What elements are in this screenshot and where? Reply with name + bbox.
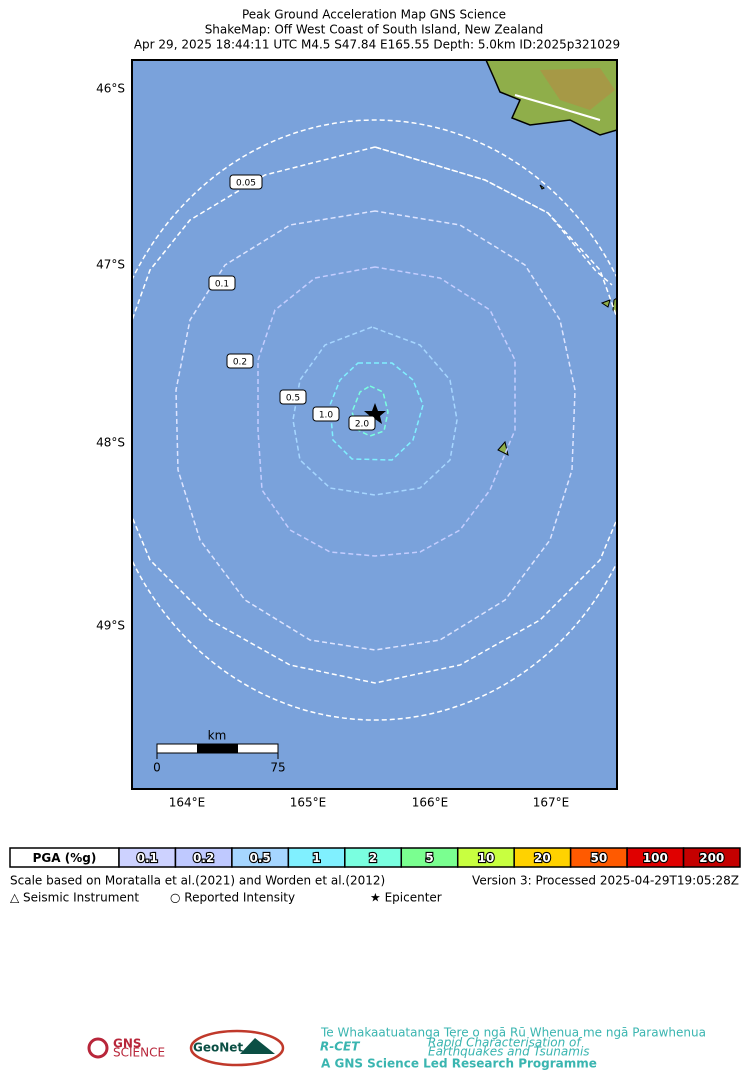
symbol-epicenter: ★ Epicenter	[370, 891, 442, 905]
map-area: 0.05 0.1 0.2 0.5 1.0 2.0 km 0 75	[132, 60, 617, 789]
logo-gns: GNS SCIENCE	[87, 1037, 165, 1060]
legend-label: 50	[591, 851, 608, 865]
legend-label: 100	[643, 851, 668, 865]
logo-text: SCIENCE	[113, 1046, 165, 1060]
contour-label: 0.2	[233, 358, 247, 368]
scale-unit: km	[208, 729, 227, 743]
logo-rcet: Te Whakaatuatanga Tere o ngā Rū Whenua m…	[320, 1026, 706, 1071]
logo-mark	[189, 1029, 285, 1067]
legend-label: 1	[312, 851, 320, 865]
legend-label: 0.1	[137, 851, 158, 865]
lon-label: 167°E	[533, 796, 570, 810]
contour-label: 2.0	[355, 420, 370, 430]
lon-label: 165°E	[290, 796, 327, 810]
contour	[132, 146, 617, 684]
legend-label: 5	[425, 851, 433, 865]
legend-label: 0.5	[250, 851, 271, 865]
contour-label-box	[226, 353, 254, 369]
contour-label-box	[229, 174, 263, 190]
version-note: Version 3: Processed 2025-04-29T19:05:28…	[472, 874, 739, 888]
symbol-instrument: △ Seismic Instrument	[10, 891, 139, 905]
contour-label: 0.5	[286, 394, 300, 404]
contour-label-box	[348, 415, 376, 431]
contour	[292, 326, 458, 496]
contour	[175, 210, 576, 651]
logo-text: GNS	[113, 1037, 142, 1051]
logo-geonet: GeoNet	[189, 1029, 285, 1067]
symbol-intensity: ○ Reported Intensity	[170, 891, 295, 905]
island	[497, 184, 617, 456]
road	[514, 94, 601, 121]
scale-start: 0	[153, 761, 161, 775]
contour-label-box	[312, 406, 340, 422]
logo-text: GeoNet	[193, 1041, 243, 1055]
legend-cell	[682, 847, 741, 868]
scale-end: 75	[270, 761, 285, 775]
logo-mark	[87, 1037, 109, 1059]
legend-label: 20	[534, 851, 551, 865]
logo-text: R-CET	[320, 1040, 360, 1054]
scale-bar-segment	[197, 744, 238, 753]
contour-label-box	[208, 275, 236, 291]
logo-text: A GNS Science Led Research Programme	[321, 1057, 597, 1071]
lon-label: 164°E	[169, 796, 206, 810]
scale-bar: km 0 75	[153, 729, 285, 775]
scale-note: Scale based on Moratalla et al.(2021) an…	[10, 874, 385, 888]
logo-text: Rapid Characterisation of	[428, 1036, 582, 1050]
title-line: ShakeMap: Off West Coast of South Island…	[205, 23, 544, 37]
legend-header: PGA (%g)	[33, 851, 97, 865]
contour	[329, 362, 424, 461]
contour	[257, 266, 516, 557]
lat-label: 47°S	[96, 258, 125, 272]
contour-label: 0.1	[215, 280, 229, 290]
logo-text: Te Whakaatuatanga Tere o ngā Rū Whenua m…	[320, 1026, 706, 1040]
logo-mark	[240, 1038, 275, 1054]
contour-label: 1.0	[319, 411, 334, 421]
lat-label: 48°S	[96, 436, 125, 450]
lat-label: 46°S	[96, 82, 125, 96]
lon-label: 166°E	[412, 796, 449, 810]
contour-label-box	[279, 389, 307, 405]
legend-label: 200	[699, 851, 724, 865]
contour-label: 0.05	[236, 179, 256, 189]
legend-label: 10	[478, 851, 495, 865]
contour	[351, 385, 389, 437]
logo-text: Earthquakes and Tsunamis	[428, 1045, 590, 1059]
title-line: Peak Ground Acceleration Map GNS Science	[242, 8, 506, 22]
land-relief	[540, 68, 615, 110]
legend-label: 0.2	[193, 851, 214, 865]
legend-label: 2	[369, 851, 377, 865]
map-frame	[131, 59, 618, 790]
contour	[132, 119, 617, 721]
title-line: Apr 29, 2025 18:44:11 UTC M4.5 S47.84 E1…	[134, 38, 620, 52]
lat-label: 49°S	[96, 619, 125, 633]
